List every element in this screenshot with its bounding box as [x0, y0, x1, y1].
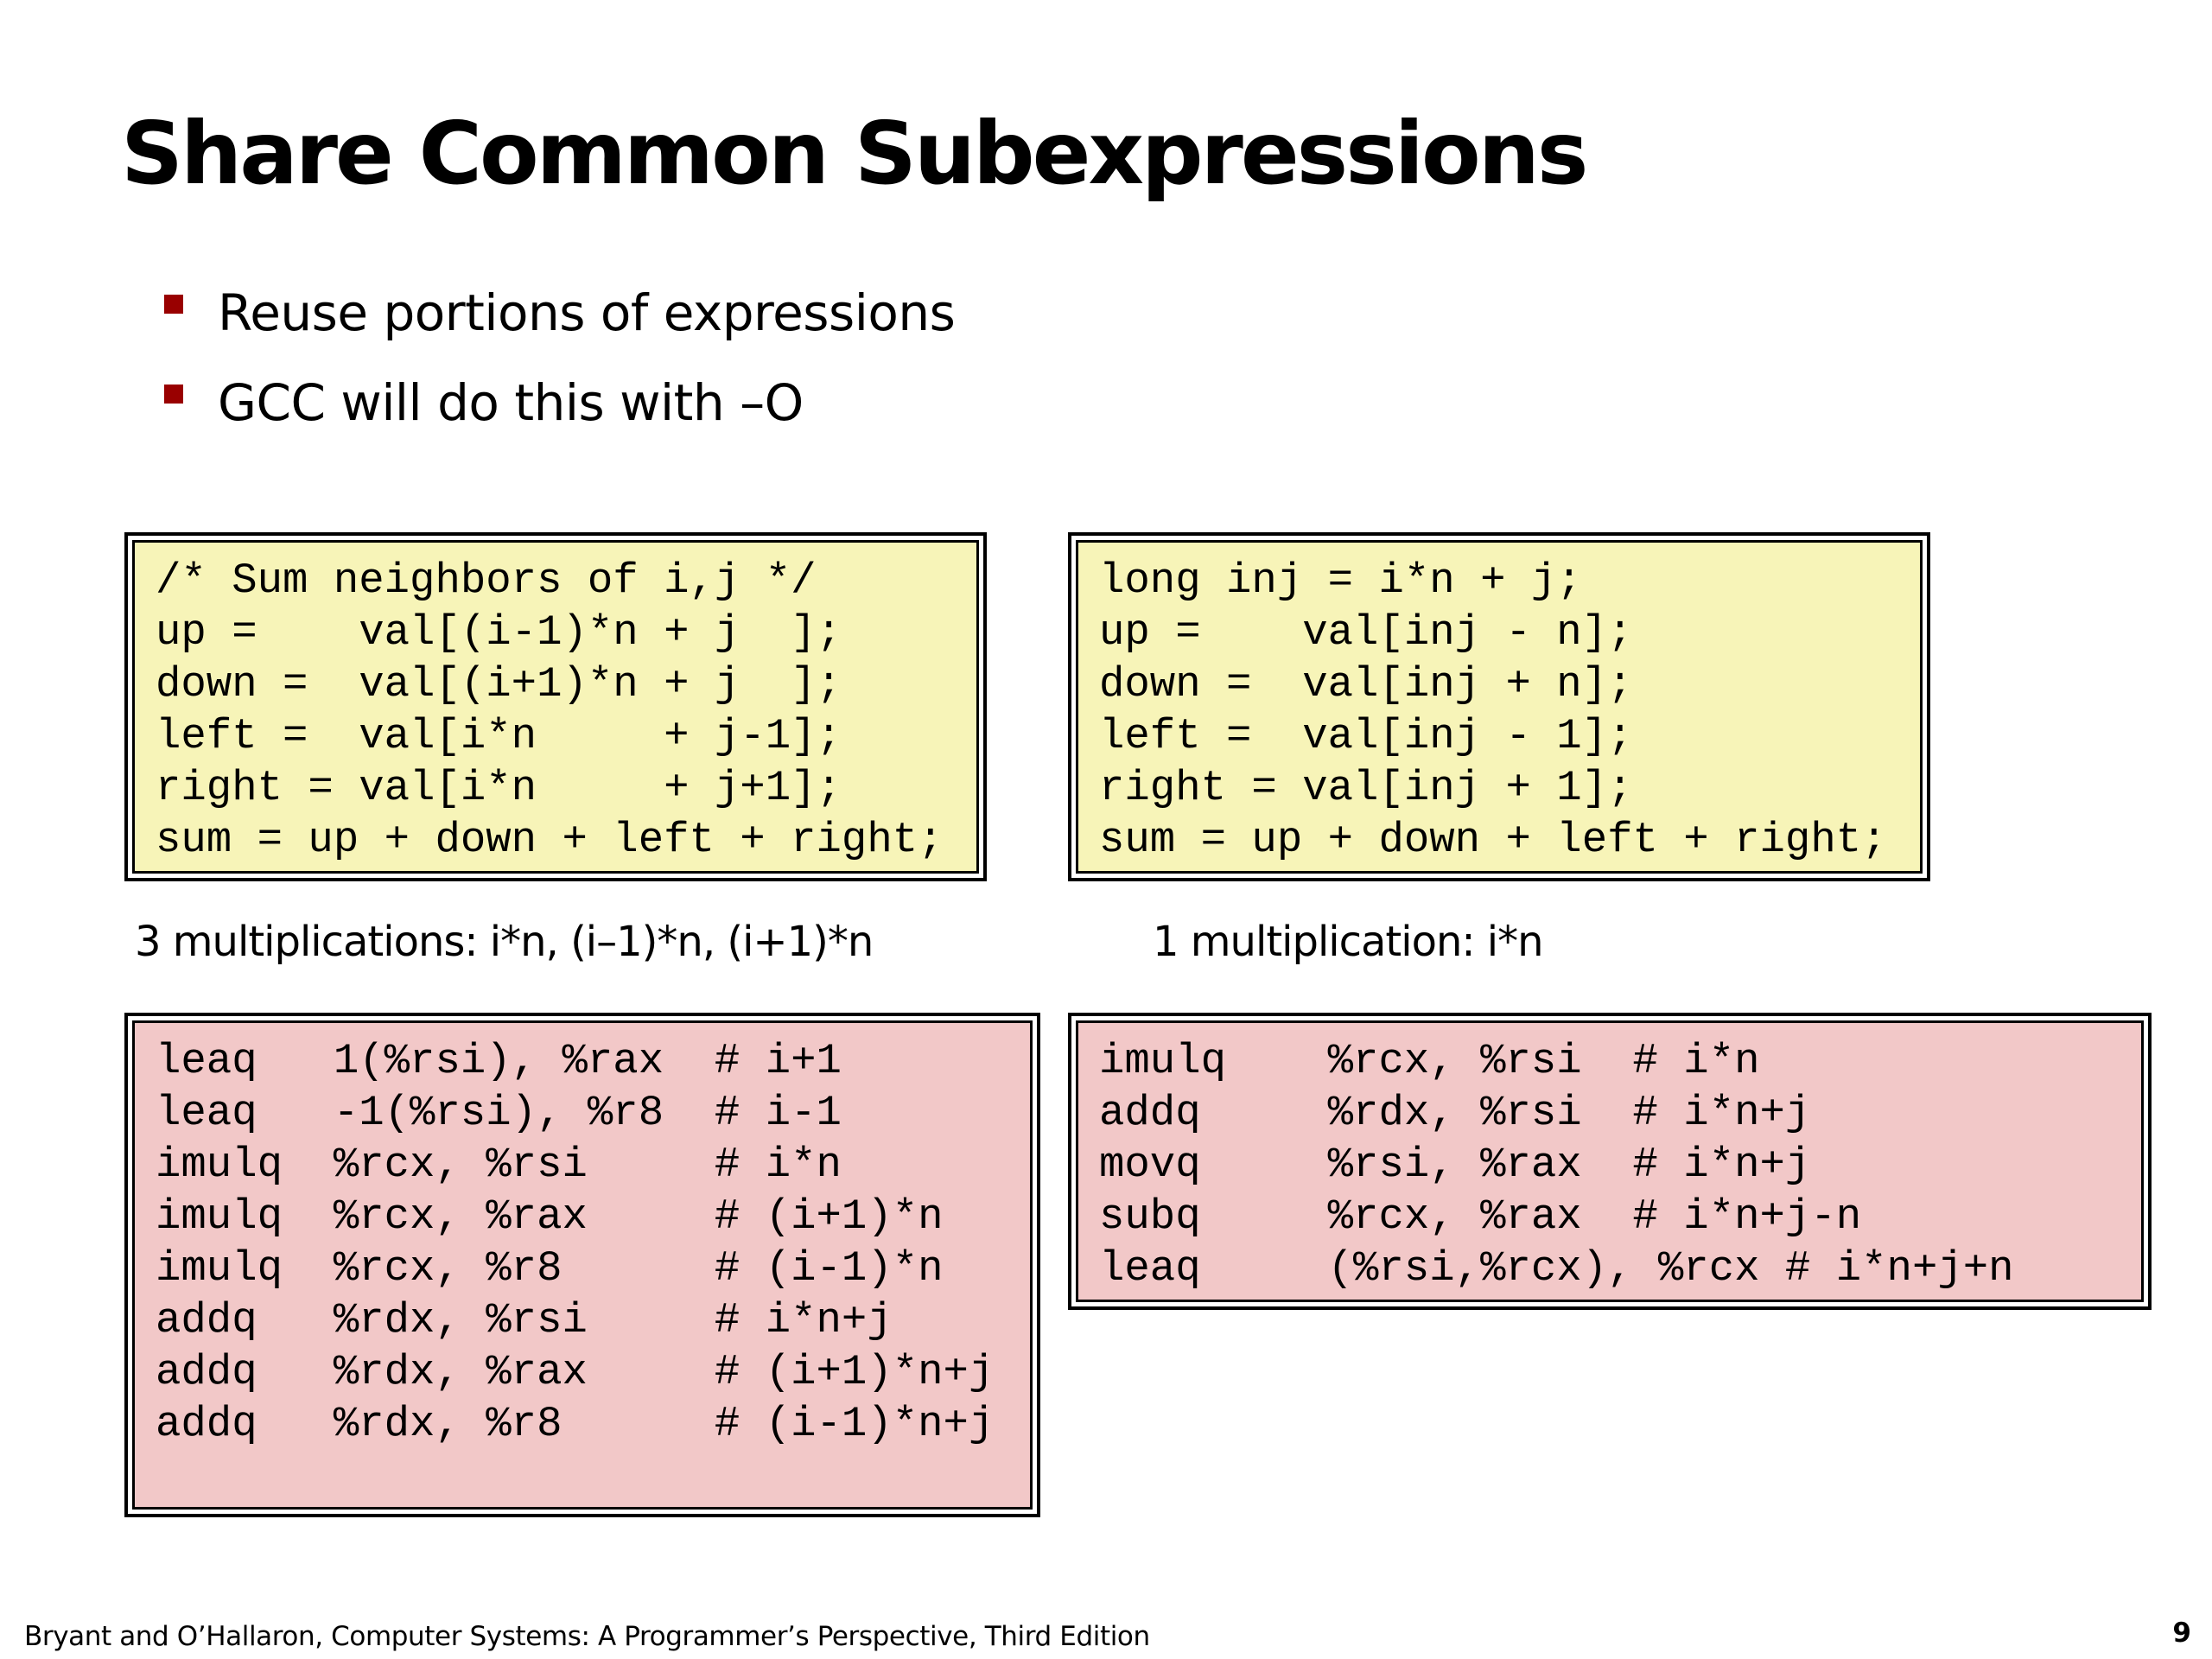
code-line: /* Sum neighbors of i,j */ — [156, 556, 817, 605]
bullet-text: GCC will do this with –O — [218, 373, 804, 432]
code-line: sum = up + down + left + right; — [156, 816, 944, 864]
code-line: addq %rdx, %rsi # i*n+j — [1099, 1089, 1811, 1137]
optimized-c-code-box: long inj = i*n + j; up = val[inj - n]; d… — [1068, 532, 1930, 881]
code-line: addq %rdx, %rsi # i*n+j — [156, 1296, 893, 1344]
square-bullet-icon — [164, 295, 183, 314]
code-line: imulq %rcx, %rsi # i*n — [1099, 1037, 1760, 1085]
footer-citation: Bryant and O’Hallaron, Computer Systems:… — [24, 1621, 1150, 1652]
code-line: sum = up + down + left + right; — [1099, 816, 1887, 864]
code-line: imulq %rcx, %rsi # i*n — [156, 1141, 842, 1189]
code-line: imulq %rcx, %rax # (i+1)*n — [156, 1192, 944, 1241]
code-line: long inj = i*n + j; — [1099, 556, 1582, 605]
code-line: up = val[(i-1)*n + j ]; — [156, 608, 842, 657]
code-line: leaq 1(%rsi), %rax # i+1 — [156, 1037, 842, 1085]
code-line: up = val[inj - n]; — [1099, 608, 1633, 657]
code-line: right = val[inj + 1]; — [1099, 764, 1633, 812]
square-bullet-icon — [164, 385, 183, 404]
code-line: leaq (%rsi,%rcx), %rcx # i*n+j+n — [1099, 1244, 2014, 1293]
original-c-code-box: /* Sum neighbors of i,j */ up = val[(i-1… — [124, 532, 987, 881]
code-block: leaq 1(%rsi), %rax # i+1 leaq -1(%rsi), … — [132, 1020, 1033, 1510]
code-line: leaq -1(%rsi), %r8 # i-1 — [156, 1089, 842, 1137]
code-line: imulq %rcx, %r8 # (i-1)*n — [156, 1244, 944, 1293]
slide-title: Share Common Subexpressions — [121, 103, 1588, 204]
code-line: left = val[inj - 1]; — [1099, 712, 1633, 760]
original-asm-box: leaq 1(%rsi), %rax # i+1 leaq -1(%rsi), … — [124, 1013, 1040, 1517]
optimized-asm-box: imulq %rcx, %rsi # i*n addq %rdx, %rsi #… — [1068, 1013, 2152, 1310]
code-block: /* Sum neighbors of i,j */ up = val[(i-1… — [132, 540, 979, 874]
code-line: addq %rdx, %rax # (i+1)*n+j — [156, 1348, 995, 1396]
original-caption: 3 multiplications: i*n, (i–1)*n, (i+1)*n — [135, 918, 874, 966]
code-line: right = val[i*n + j+1]; — [156, 764, 842, 812]
optimized-caption: 1 multiplication: i*n — [1153, 918, 1544, 966]
code-line: subq %rcx, %rax # i*n+j-n — [1099, 1192, 1862, 1241]
code-line: down = val[(i+1)*n + j ]; — [156, 660, 842, 709]
page-number: 9 — [2172, 1618, 2191, 1649]
code-block: long inj = i*n + j; up = val[inj - n]; d… — [1076, 540, 1923, 874]
bullet-text: Reuse portions of expressions — [218, 283, 956, 342]
code-block: imulq %rcx, %rsi # i*n addq %rdx, %rsi #… — [1076, 1020, 2144, 1302]
code-line: left = val[i*n + j-1]; — [156, 712, 842, 760]
code-line: movq %rsi, %rax # i*n+j — [1099, 1141, 1811, 1189]
code-line: down = val[inj + n]; — [1099, 660, 1633, 709]
code-line: addq %rdx, %r8 # (i-1)*n+j — [156, 1400, 995, 1448]
